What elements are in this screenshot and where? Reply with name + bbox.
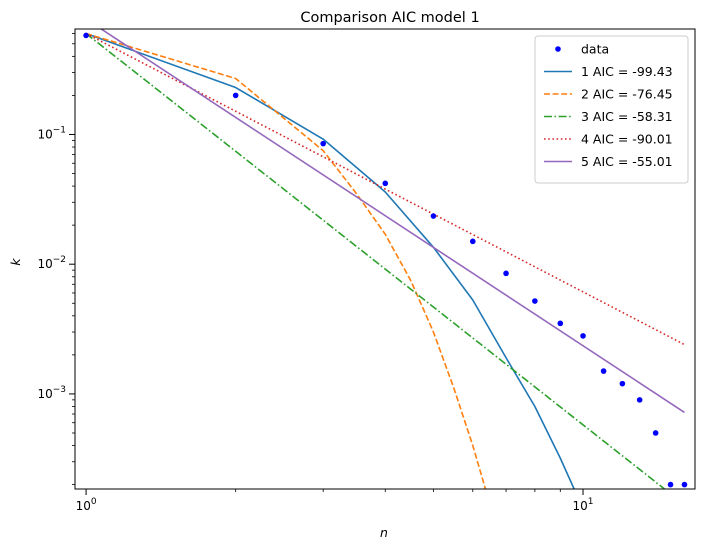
legend-label: 4 AIC = -90.01: [581, 132, 673, 147]
data-point: [232, 92, 239, 99]
legend-label: 3 AIC = -58.31: [581, 109, 673, 124]
data-point: [681, 481, 688, 488]
chart-title: Comparison AIC model 1: [300, 10, 479, 26]
data-point: [580, 333, 586, 339]
series-line-3: [85, 32, 666, 489]
series-line-2: [85, 32, 487, 489]
legend-label: 2 AIC = -76.45: [581, 87, 673, 102]
data-point: [652, 430, 659, 436]
x-tick-label: 100: [76, 497, 97, 513]
data-point: [619, 380, 626, 387]
y-axis-label: k: [8, 258, 23, 266]
data-point: [382, 180, 389, 187]
y-axis: 10−3 10−2 10−1: [37, 33, 75, 486]
series-line-1: [85, 32, 575, 489]
legend-marker: [555, 46, 561, 52]
data-point: [600, 368, 607, 374]
data-point: [557, 320, 564, 327]
x-axis-label: n: [380, 525, 388, 540]
plot-area: [83, 29, 688, 489]
x-tick-label: 101: [573, 497, 594, 513]
data-point: [83, 32, 89, 39]
data-point: [503, 270, 509, 277]
legend-label: 5 AIC = -55.01: [581, 154, 673, 169]
data-point: [667, 481, 674, 488]
data-point: [320, 140, 326, 147]
legend-box: [534, 35, 689, 184]
y-tick-label: 10−1: [37, 125, 66, 141]
data-point: [430, 213, 437, 219]
data-point: [636, 397, 643, 403]
series-line-5: [99, 29, 685, 414]
x-axis: 100 101: [76, 489, 594, 513]
data-point: [469, 238, 476, 245]
legend-label: data: [581, 42, 609, 57]
legend: data 1 AIC = -99.43 2 AIC = -76.45 3 AIC = …: [534, 35, 689, 184]
y-tick-label: 10−2: [37, 255, 66, 271]
data-point: [532, 298, 538, 304]
legend-label: 1 AIC = -99.43: [581, 64, 673, 79]
series-line-4: [85, 32, 685, 346]
y-tick-label: 10−3: [37, 385, 66, 401]
